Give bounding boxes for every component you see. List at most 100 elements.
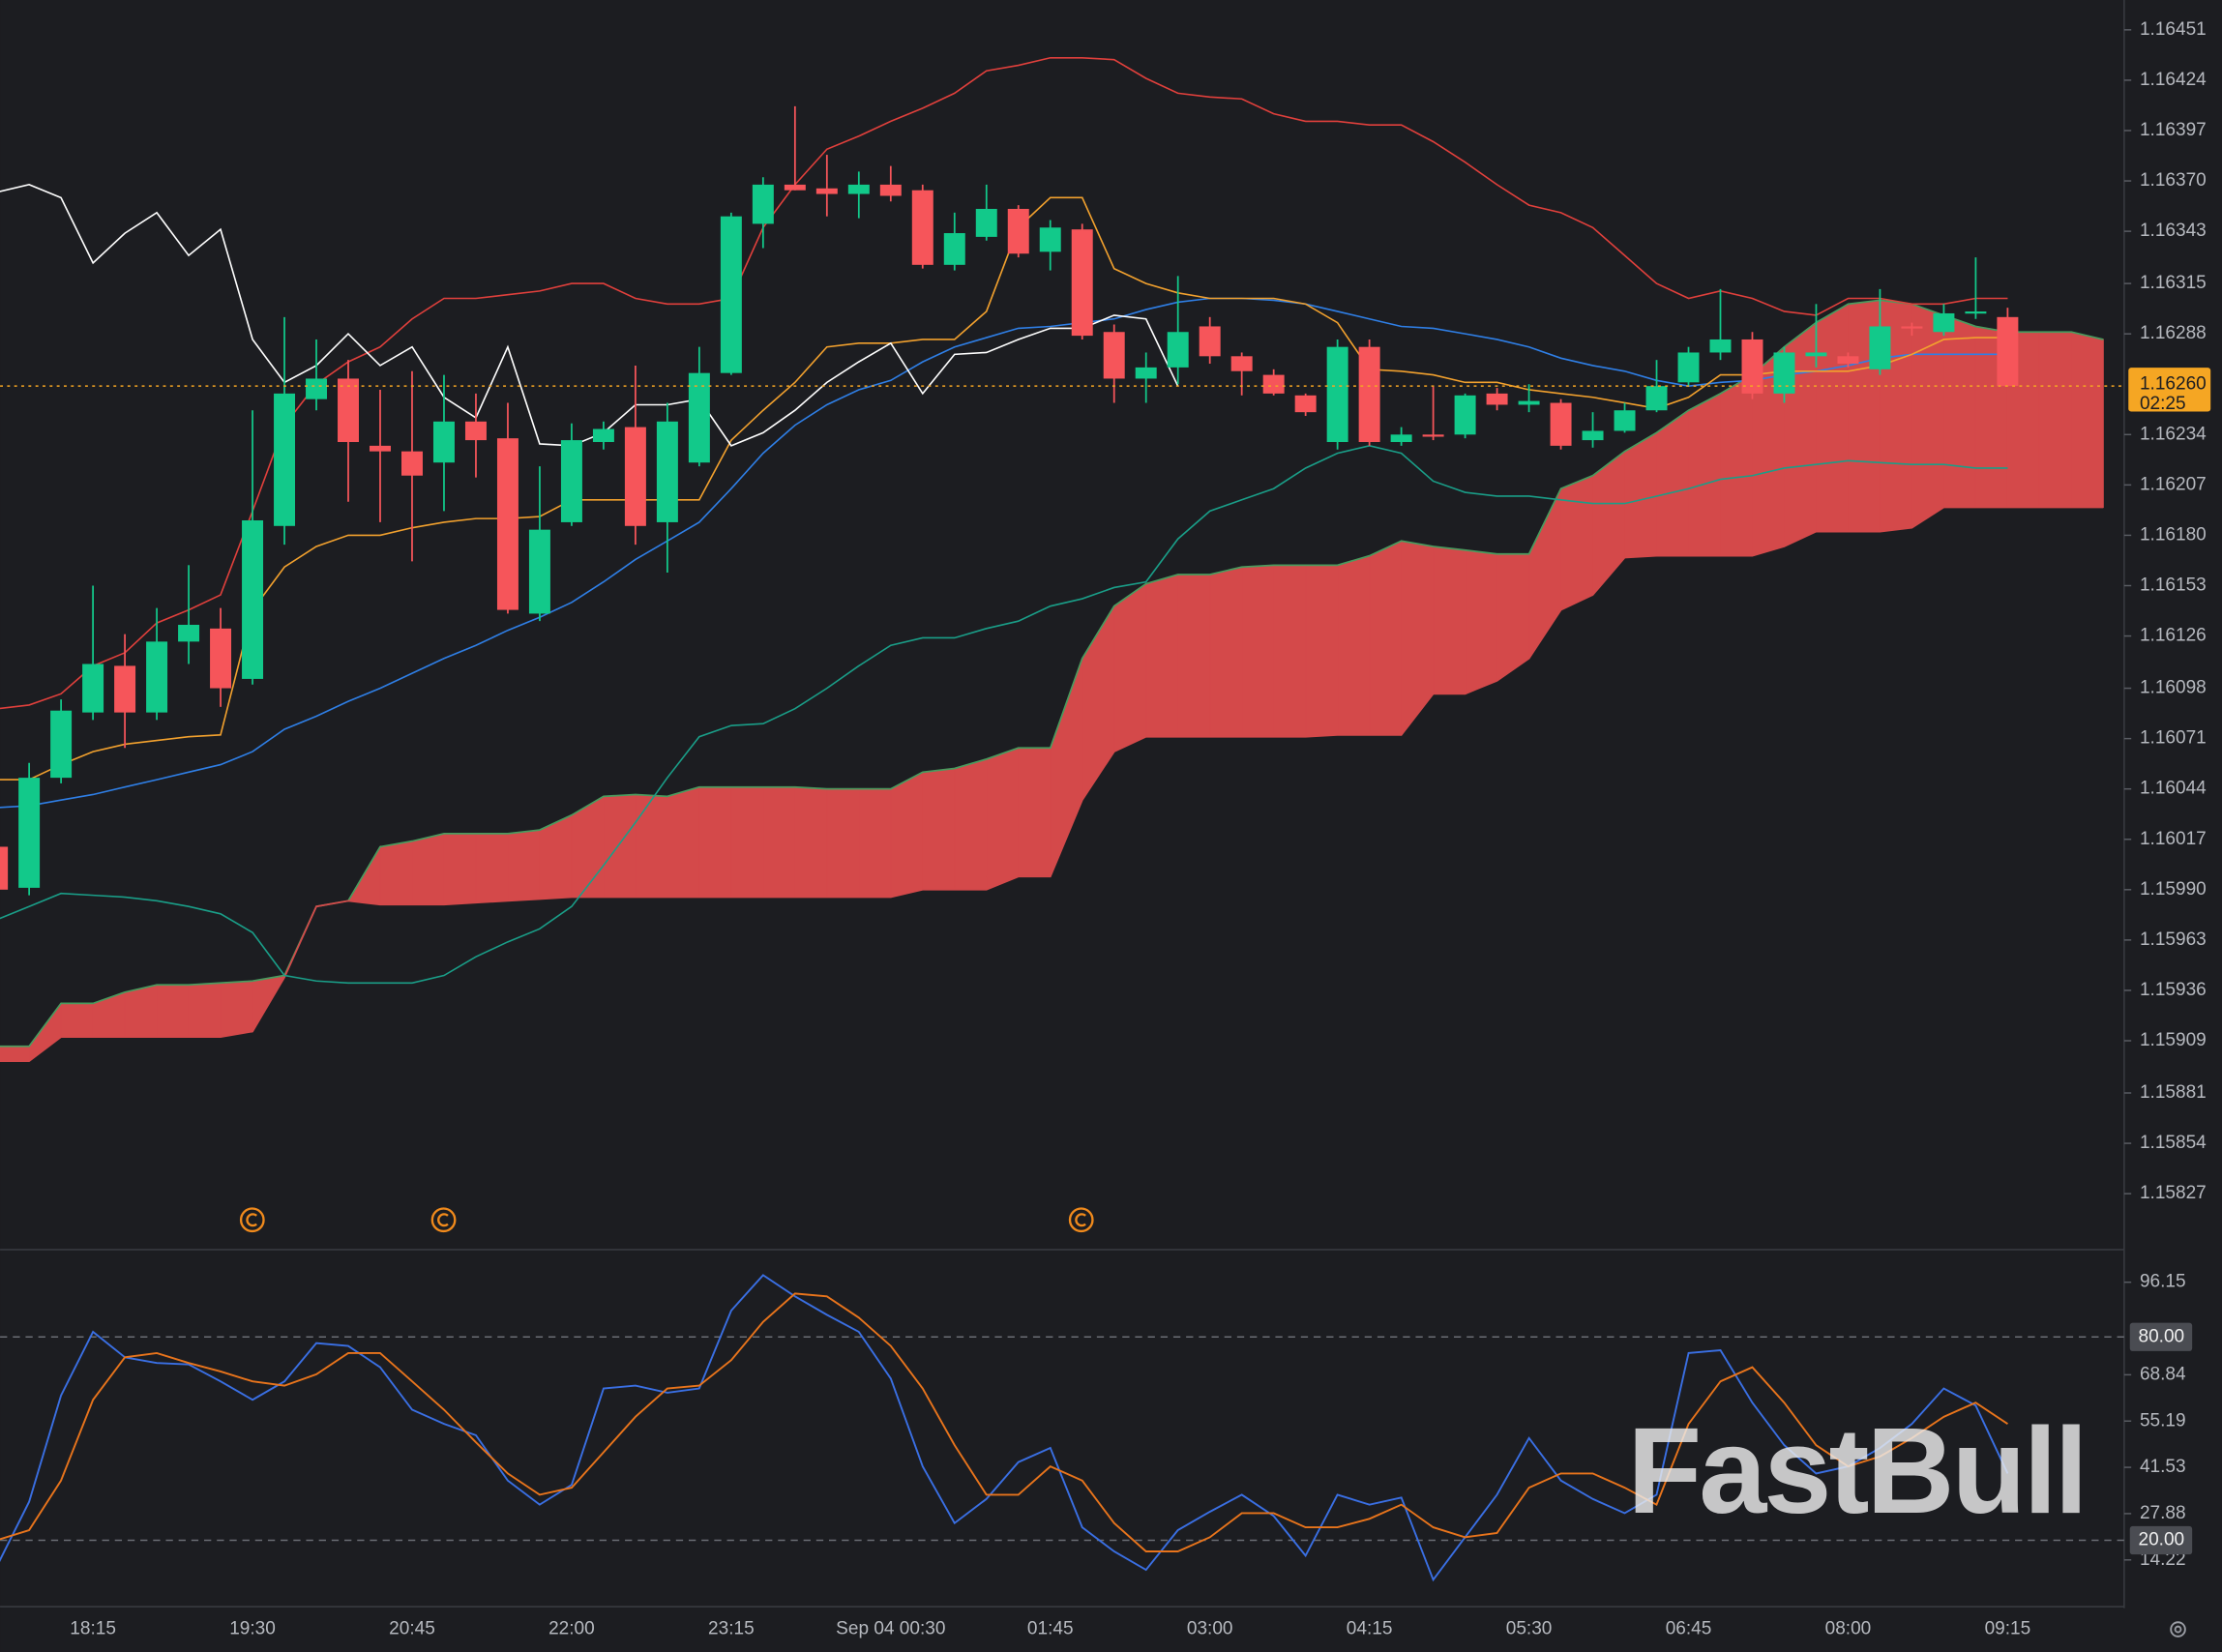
cloud-segment: [379, 841, 413, 905]
candle-body: [1869, 326, 1891, 369]
cloud-segment: [2038, 331, 2072, 508]
candle-body: [1997, 316, 2019, 387]
y-tick-label: 1.16370: [2140, 170, 2207, 191]
level-label: 20.00: [2139, 1530, 2185, 1550]
cloud-segment: [1241, 564, 1275, 738]
cloud-segment: [922, 767, 956, 891]
cloud-segment: [1656, 409, 1689, 557]
candle-body: [1390, 434, 1412, 443]
y-tick-label: 1.16180: [2140, 524, 2207, 545]
candle-body: [1007, 208, 1029, 254]
candle-body: [338, 378, 359, 443]
candle-body: [82, 664, 104, 713]
candle-body: [1486, 393, 1508, 405]
cloud-segment: [986, 747, 1020, 891]
cloud-segment: [1273, 564, 1307, 738]
candle-body: [879, 184, 902, 196]
candle-body: [624, 427, 646, 526]
cloud-edge: [0, 506, 2104, 1063]
settings-gear-hub[interactable]: [2174, 1625, 2182, 1634]
cloud-segment: [1018, 747, 1052, 877]
cloud-segment: [188, 982, 222, 1038]
cloud-segment: [1942, 314, 1976, 508]
x-tick-label: 03:00: [1187, 1619, 1233, 1639]
candle-body: [1773, 352, 1795, 394]
y-tick-label: 1.15990: [2140, 879, 2207, 900]
cloud-segment: [794, 786, 828, 898]
cloud-segment: [1720, 373, 1753, 557]
candle-body: [1837, 356, 1859, 365]
candle-body: [1135, 367, 1157, 379]
x-tick-label: 08:00: [1825, 1619, 1872, 1639]
y-tick-label: 1.16153: [2140, 575, 2207, 596]
candle-body: [656, 421, 678, 522]
watermark: FastBull: [1627, 1402, 2086, 1539]
cloud-segment: [698, 786, 732, 898]
candle-body: [1454, 395, 1476, 435]
cloud-segment: [890, 771, 924, 899]
y-tick-label: 1.15854: [2140, 1133, 2207, 1153]
cloud-segment: [1911, 303, 1944, 529]
settings-icon[interactable]: [2170, 1621, 2186, 1637]
oscillator-line: [0, 1292, 2008, 1552]
cloud-segment: [507, 829, 541, 901]
level-label-box: [2129, 1322, 2193, 1351]
last-price-box: [2128, 368, 2211, 412]
cloud-segment: [1305, 564, 1339, 738]
y-tick-label: 1.16315: [2140, 273, 2207, 293]
candle-body: [1709, 339, 1732, 353]
candle-body: [496, 438, 518, 610]
candle-body: [114, 665, 136, 713]
cloud-segment: [60, 1003, 94, 1038]
y-tick-label: 68.84: [2140, 1364, 2186, 1384]
cloud-segment: [667, 786, 700, 898]
cloud-segment: [220, 980, 253, 1038]
candle-body: [1805, 352, 1827, 357]
candle-body: [1901, 326, 1923, 329]
y-tick-label: 1.15909: [2140, 1030, 2207, 1050]
cloud-segment: [1113, 582, 1147, 752]
cloud-segment: [1560, 475, 1593, 611]
y-tick-label: 1.16071: [2140, 728, 2207, 749]
y-tick-label: 1.16207: [2140, 474, 2207, 494]
candle-body: [1677, 352, 1700, 383]
candle-body: [560, 440, 582, 522]
candle-body: [784, 184, 806, 191]
y-tick-label: 1.16126: [2140, 626, 2207, 646]
cloud-segment: [1145, 574, 1179, 738]
candle-body: [1039, 227, 1061, 252]
x-tick-label: 01:45: [1027, 1619, 1074, 1639]
candle-body: [1582, 430, 1604, 441]
oscillator-line: [0, 1274, 2009, 1582]
cloud-segment: [635, 794, 668, 898]
candle-body: [847, 184, 870, 194]
cloud-segment: [1624, 431, 1657, 559]
indicator-line: [0, 196, 2008, 781]
event-icon-glyph: [437, 1213, 449, 1227]
settings-gear[interactable]: [2170, 1621, 2186, 1637]
oscillator-pane: [0, 1274, 2124, 1582]
cloud-segment: [443, 833, 477, 905]
x-tick-label: 20:45: [389, 1619, 435, 1639]
cloud-segment: [124, 984, 158, 1038]
x-tick-label: Sep 04 00:30: [836, 1619, 945, 1639]
countdown-label: 02:25: [2140, 394, 2186, 414]
candle-body: [1294, 395, 1317, 413]
cloud-segment: [1209, 566, 1243, 738]
y-tick-label: 55.19: [2140, 1410, 2186, 1431]
cloud-segment: [603, 794, 637, 898]
candle-body: [592, 428, 614, 443]
level-label: 80.00: [2139, 1326, 2185, 1346]
candle-body: [752, 184, 774, 224]
candle-body: [1199, 326, 1221, 357]
cloud-segment: [1688, 393, 1721, 557]
candle-body: [1358, 346, 1380, 443]
indicator-line: [0, 297, 2008, 809]
cloud-segment: [1369, 540, 1403, 736]
y-tick-label: 1.16424: [2140, 70, 2207, 90]
event-icon-glyph: [246, 1213, 257, 1227]
candle-body: [242, 520, 264, 679]
candle-body: [1103, 332, 1125, 379]
event-icon: [430, 1207, 457, 1233]
